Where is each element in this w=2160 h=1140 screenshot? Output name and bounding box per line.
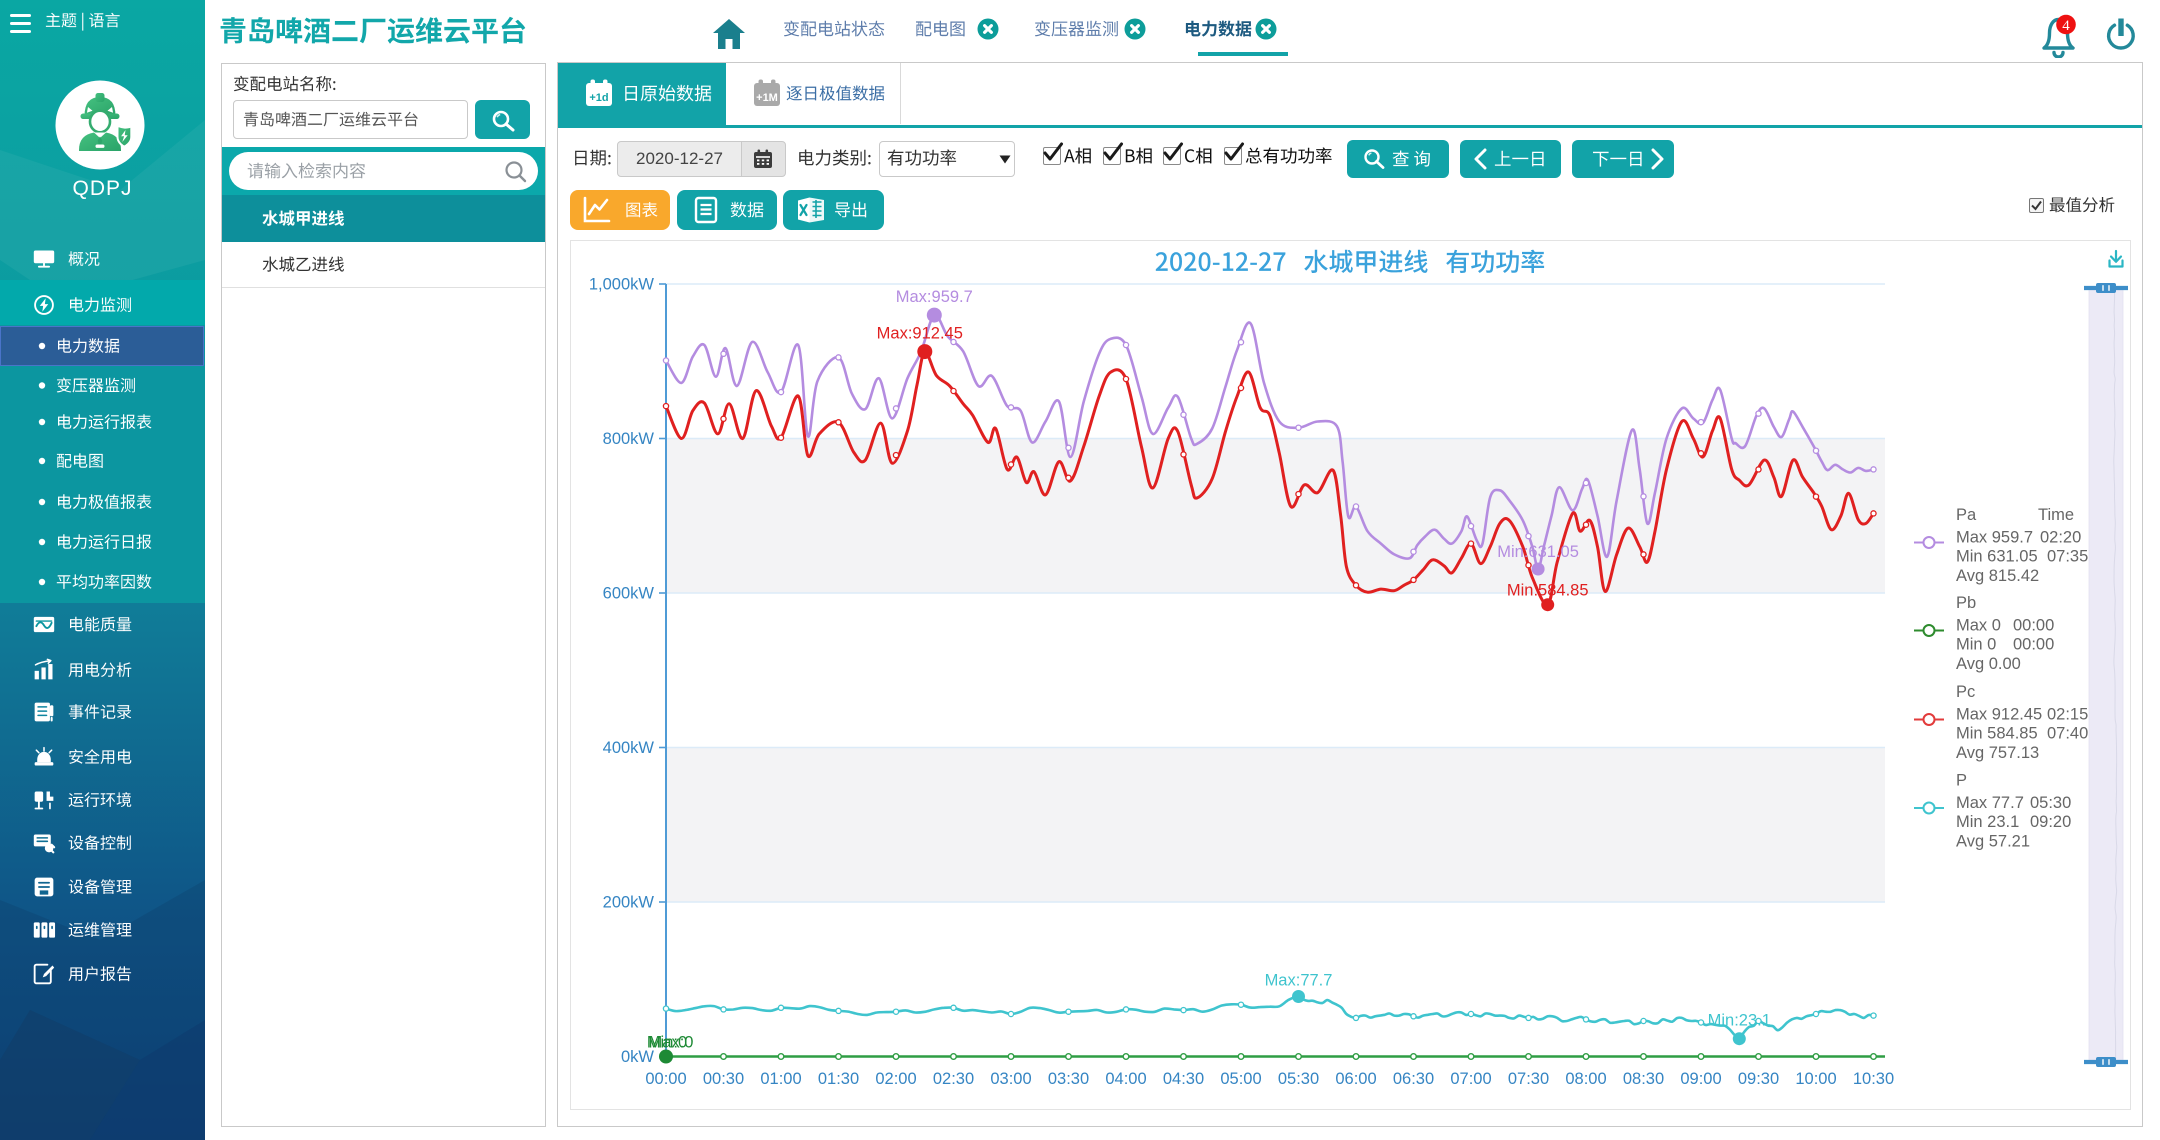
svg-text:Avg 0.00: Avg 0.00 [1956, 655, 2021, 673]
svg-text:Avg 757.13: Avg 757.13 [1956, 744, 2039, 762]
svg-text:Max:0: Max:0 [649, 1034, 694, 1052]
svg-text:08:30: 08:30 [1623, 1070, 1664, 1088]
svg-text:Pc: Pc [1956, 683, 1975, 701]
svg-text:Min 23.1: Min 23.1 [1956, 813, 2019, 831]
svg-text:400kW: 400kW [603, 739, 655, 757]
svg-text:01:00: 01:00 [760, 1070, 801, 1088]
svg-text:800kW: 800kW [603, 430, 655, 448]
svg-text:06:30: 06:30 [1393, 1070, 1434, 1088]
svg-text:02:15: 02:15 [2047, 706, 2088, 724]
svg-text:Max:77.7: Max:77.7 [1265, 972, 1333, 990]
svg-text:Max:959.7: Max:959.7 [896, 288, 973, 306]
svg-text:10:00: 10:00 [1795, 1070, 1836, 1088]
svg-text:+1d: +1d [589, 92, 608, 104]
svg-text:03:30: 03:30 [1048, 1070, 1089, 1088]
svg-text:P: P [1956, 772, 1967, 790]
svg-text:09:20: 09:20 [2030, 813, 2071, 831]
svg-text:10:30: 10:30 [1853, 1070, 1894, 1088]
svg-text:09:30: 09:30 [1738, 1070, 1779, 1088]
svg-text:00:00: 00:00 [645, 1070, 686, 1088]
svg-text:Avg 815.42: Avg 815.42 [1956, 567, 2039, 585]
svg-text:+1M: +1M [756, 92, 778, 104]
svg-text:Min 631.05: Min 631.05 [1956, 548, 2038, 566]
svg-text:Max 0: Max 0 [1956, 617, 2001, 635]
svg-text:09:00: 09:00 [1680, 1070, 1721, 1088]
svg-text:00:00: 00:00 [2013, 636, 2054, 654]
svg-text:00:00: 00:00 [2013, 617, 2054, 635]
svg-text:07:30: 07:30 [1508, 1070, 1549, 1088]
svg-text:Avg 57.21: Avg 57.21 [1956, 832, 2030, 850]
svg-text:05:30: 05:30 [1278, 1070, 1319, 1088]
svg-text:Min:23.1: Min:23.1 [1708, 1012, 1771, 1030]
svg-text:03:00: 03:00 [990, 1070, 1031, 1088]
svg-text:05:00: 05:00 [1220, 1070, 1261, 1088]
svg-text:Pb: Pb [1956, 594, 1976, 612]
svg-text:600kW: 600kW [603, 585, 655, 603]
svg-text:Min:631.05: Min:631.05 [1497, 543, 1579, 561]
svg-text:Max 77.7: Max 77.7 [1956, 794, 2024, 812]
svg-text:Pa: Pa [1956, 506, 1977, 524]
svg-text:06:00: 06:00 [1335, 1070, 1376, 1088]
svg-text:05:30: 05:30 [2030, 794, 2071, 812]
svg-text:Min 0: Min 0 [1956, 636, 1996, 654]
svg-text:02:00: 02:00 [875, 1070, 916, 1088]
svg-text:01:30: 01:30 [818, 1070, 859, 1088]
svg-text:4: 4 [2062, 18, 2070, 34]
svg-text:Max 912.45: Max 912.45 [1956, 706, 2042, 724]
svg-text:04:00: 04:00 [1105, 1070, 1146, 1088]
svg-text:Max:912.45: Max:912.45 [877, 325, 963, 343]
svg-text:1,000kW: 1,000kW [589, 276, 655, 294]
svg-text:200kW: 200kW [603, 894, 655, 912]
svg-text:Min:0: Min:0 [647, 1034, 687, 1052]
svg-text:04:30: 04:30 [1163, 1070, 1204, 1088]
svg-text:Time: Time [2038, 506, 2074, 524]
svg-text:Max 959.7: Max 959.7 [1956, 529, 2033, 547]
svg-text:0kW: 0kW [621, 1048, 654, 1066]
svg-text:Min 584.85: Min 584.85 [1956, 725, 2038, 743]
svg-text:07:00: 07:00 [1450, 1070, 1491, 1088]
svg-text:00:30: 00:30 [703, 1070, 744, 1088]
svg-text:02:20: 02:20 [2040, 529, 2081, 547]
svg-text:07:35: 07:35 [2047, 548, 2088, 566]
svg-text:08:00: 08:00 [1565, 1070, 1606, 1088]
svg-text:07:40: 07:40 [2047, 725, 2088, 743]
svg-text:02:30: 02:30 [933, 1070, 974, 1088]
svg-text:Min:584.85: Min:584.85 [1507, 582, 1589, 600]
